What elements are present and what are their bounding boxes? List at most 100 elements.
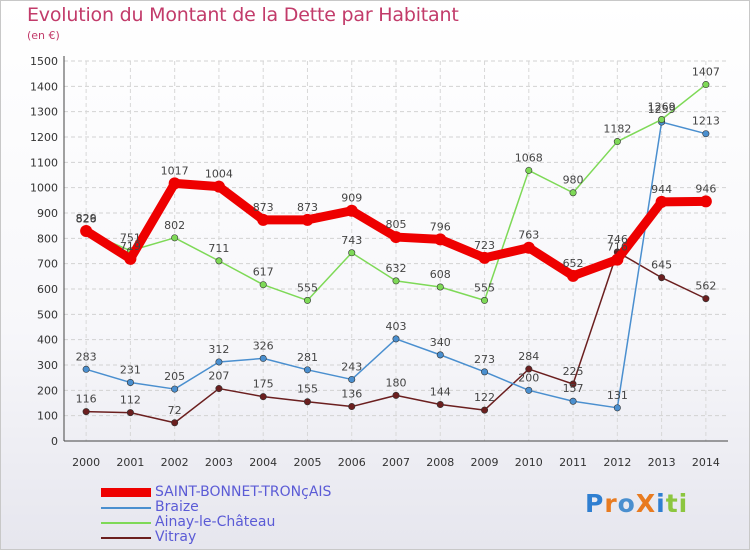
data-point [525,365,533,373]
legend-swatch [101,522,151,524]
data-label: 608 [430,268,451,281]
data-point [171,234,179,242]
data-label: 645 [651,259,672,272]
data-point [171,419,179,427]
data-label: 652 [563,257,584,270]
data-label: 873 [253,201,274,214]
data-point [481,368,489,376]
data-label: 200 [518,371,539,384]
data-point [124,252,137,265]
x-tick-label: 2014 [692,456,720,469]
x-tick-label: 2003 [205,456,233,469]
data-point [212,180,225,193]
data-label: 312 [208,343,229,356]
x-tick-label: 2002 [161,456,189,469]
x-tick-label: 2008 [426,456,454,469]
series-layer [80,81,712,427]
x-tick-label: 2009 [471,456,499,469]
logo-letter: r [604,489,618,518]
data-label: 946 [695,182,716,195]
x-tick-label: 2012 [603,456,631,469]
axes: 0 100 200 300 400 500 600 700 800 900 1000 1100 1200… [30,55,728,469]
data-label: 283 [76,350,97,363]
x-tick-label: 2013 [648,456,676,469]
logo-letter: o [617,489,636,518]
data-point [436,283,444,291]
y-tick-label: 100 [37,410,58,423]
data-point [522,241,535,254]
y-tick-label: 1300 [30,106,58,119]
data-point [478,251,491,264]
data-label: 1182 [603,123,631,136]
data-point [348,403,356,411]
data-point [348,375,356,383]
y-tick-label: 600 [37,283,58,296]
data-point [699,195,712,208]
data-point [658,274,666,282]
data-point [82,408,90,416]
y-tick-label: 1000 [30,182,58,195]
data-label: 746 [607,233,628,246]
data-point [658,116,666,124]
data-point [168,177,181,190]
data-point [525,166,533,174]
data-label: 716 [607,241,628,254]
data-point [655,195,668,208]
data-label: 829 [76,212,97,225]
y-tick-label: 800 [37,232,58,245]
data-label: 225 [563,365,584,378]
data-label: 284 [518,350,539,363]
y-tick-label: 400 [37,334,58,347]
data-label: 909 [341,192,362,205]
y-tick-label: 900 [37,207,58,220]
data-label: 136 [341,388,362,401]
legend-swatch [101,507,151,509]
data-point [215,385,223,393]
data-point [259,281,267,289]
data-label: 751 [120,232,141,245]
data-point [126,378,134,386]
data-label: 175 [253,378,274,391]
data-label: 763 [518,229,539,242]
y-tick-label: 200 [37,384,58,397]
data-label: 711 [208,242,229,255]
data-labels: 116 112 72 207 175 155 136 180 144 122 284 225 746 64… [76,66,720,417]
data-point [569,397,577,405]
y-tick-label: 500 [37,308,58,321]
data-label: 1407 [692,66,720,79]
data-point [303,366,311,374]
data-point [303,398,311,406]
data-point [171,385,179,393]
data-label: 743 [341,234,362,247]
legend-label: Braize [155,499,199,515]
data-label: 326 [253,339,274,352]
legend-swatch [101,537,151,539]
data-label: 122 [474,391,495,404]
y-tick-label: 1100 [30,156,58,169]
data-label: 116 [76,393,97,406]
data-label: 555 [297,281,318,294]
y-tick-label: 1500 [30,55,58,68]
data-label: 157 [563,382,584,395]
data-label: 555 [474,281,495,294]
data-point [392,277,400,285]
data-label: 180 [386,376,407,389]
y-tick-label: 1400 [30,80,58,93]
proxiti-logo: ProXiti [585,489,688,518]
data-point [702,295,710,303]
data-point [436,401,444,409]
logo-letter: t [665,489,679,518]
data-point [215,358,223,366]
data-label: 340 [430,336,451,349]
logo-letter: X [635,489,657,518]
data-label: 205 [164,370,185,383]
data-point [567,269,580,282]
y-tick-label: 0 [51,435,58,448]
data-point [301,213,314,226]
data-label: 243 [341,360,362,373]
data-point [702,130,710,138]
data-label: 144 [430,386,451,399]
data-label: 131 [607,389,628,402]
